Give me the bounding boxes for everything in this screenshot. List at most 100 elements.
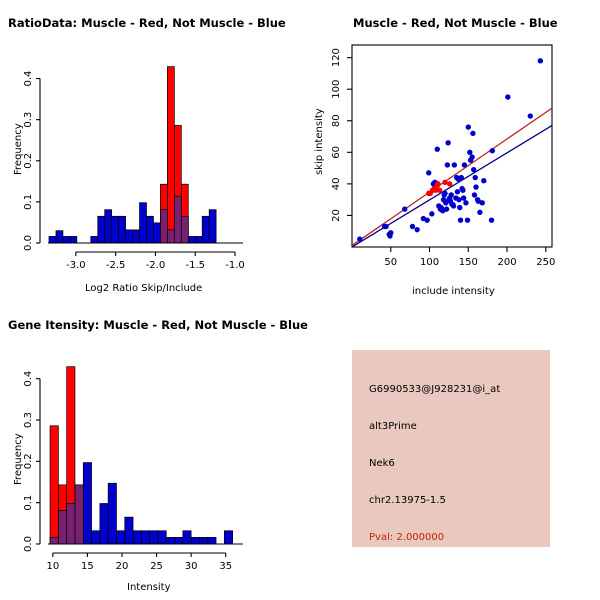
- hist-bar-not-muscle: [190, 537, 200, 545]
- hist-bar-not-muscle: [141, 530, 150, 545]
- scatter-point-not-muscle: [460, 195, 467, 201]
- intensity-scatter-xlabel: include intensity: [412, 286, 495, 297]
- hist-bar-not-muscle: [104, 209, 113, 244]
- y-tick-label: 0.3: [23, 112, 34, 128]
- hist-bar-not-muscle: [132, 229, 140, 244]
- fit-line-muscle-fit: [352, 107, 552, 246]
- y-tick-label: 20: [331, 209, 342, 222]
- intensity-scatter-plot: 50 100 150 200 250 20 40 60 80 100 120: [331, 44, 555, 268]
- ratio-histogram-plot: 0.0 0.1 0.2 0.3 0.4 -3.0 -2.5 -2.0 -1.5 -1.0: [23, 66, 245, 271]
- scatter-point-not-muscle: [488, 217, 495, 223]
- scatter-point-not-muscle: [479, 200, 485, 206]
- plot-inner: [352, 58, 552, 247]
- scatter-point-not-muscle: [537, 58, 544, 64]
- hist-bar-not-muscle: [82, 462, 92, 545]
- y-tick-label: 0.3: [23, 412, 34, 428]
- scatter-point-not-muscle: [458, 174, 465, 181]
- x-tick-label: 10: [46, 561, 59, 572]
- hist-bar-not-muscle: [207, 537, 217, 545]
- plot-frame: [351, 44, 553, 248]
- gene-histogram-xlabel: Intensity: [127, 582, 171, 593]
- x-tick-label: 250: [536, 257, 555, 268]
- scatter-point-not-muscle: [471, 166, 477, 173]
- scatter-point-not-muscle: [402, 206, 408, 212]
- scatter-point-not-muscle: [429, 211, 435, 217]
- scatter-point-not-muscle: [448, 192, 454, 198]
- info-pval: Pval: 2.000000: [369, 532, 445, 543]
- y-tick-label: 60: [331, 146, 342, 159]
- scatter-point-not-muscle: [505, 94, 511, 100]
- hist-bar-not-muscle: [111, 215, 119, 244]
- hist-bar-overlap: [160, 209, 168, 244]
- info-event-type: alt3Prime: [369, 421, 417, 432]
- scatter-point-muscle: [446, 181, 453, 187]
- x-tick-label: -3.0: [66, 260, 86, 271]
- hist-bar-not-muscle: [174, 537, 184, 545]
- scatter-point-not-muscle: [469, 154, 475, 160]
- hist-bar-overlap: [74, 484, 84, 545]
- hist-bar-not-muscle: [187, 236, 196, 244]
- gene-histogram-title: Gene Itensity: Muscle - Red, Not Muscle …: [8, 318, 308, 332]
- scatter-point-muscle: [435, 181, 441, 187]
- y-tick-label: 80: [331, 114, 342, 127]
- hist-bar-not-muscle: [149, 530, 159, 545]
- hist-bar-muscle: [49, 425, 59, 545]
- scatter-point-not-muscle: [464, 217, 471, 223]
- svg-ratio-bars: [48, 66, 217, 244]
- hist-bar-not-muscle: [208, 209, 217, 244]
- x-tick-label: 20: [116, 561, 129, 572]
- x-tick-label: 35: [219, 561, 232, 572]
- hist-bar-overlap: [49, 537, 59, 545]
- x-tick-label: -2.0: [146, 260, 166, 271]
- x-tick-label: -2.5: [106, 260, 126, 271]
- hist-bar-not-muscle: [124, 516, 134, 545]
- hist-bar-not-muscle: [62, 236, 71, 244]
- scatter-point-not-muscle: [465, 124, 471, 130]
- hist-bar-not-muscle: [91, 530, 101, 545]
- scatter-point-not-muscle: [457, 204, 463, 211]
- scatter-point-not-muscle: [444, 162, 451, 168]
- scatter-point-not-muscle: [489, 148, 496, 154]
- hist-bar-not-muscle: [199, 537, 209, 545]
- hist-bar-not-muscle: [157, 530, 167, 545]
- scatter-point-not-muscle: [456, 196, 462, 203]
- scatter-point-not-muscle: [527, 113, 533, 119]
- info-locus: chr2.13975-1.5: [369, 495, 446, 506]
- hist-bar-overlap: [66, 503, 76, 545]
- scatter-point-not-muscle: [457, 217, 464, 223]
- ratio-histogram-ylabel: Frequency: [13, 123, 24, 175]
- scatter-point-not-muscle: [481, 178, 487, 184]
- y-tick-label: 40: [331, 178, 342, 191]
- hist-bar-not-muscle: [55, 230, 64, 244]
- scatter-point-not-muscle: [383, 223, 389, 230]
- hist-bar-not-muscle: [153, 222, 161, 244]
- y-tick-label: 100: [331, 80, 342, 99]
- x-tick-label: 15: [81, 561, 94, 572]
- info-probe-id: G6990533@J928231@i_at: [369, 384, 501, 395]
- hist-bar-not-muscle: [118, 215, 126, 244]
- scatter-point-not-muscle: [426, 170, 432, 176]
- scatter-point-not-muscle: [388, 230, 394, 236]
- hist-bar-not-muscle: [99, 503, 109, 545]
- scatter-point-not-muscle: [463, 200, 469, 206]
- gene-info-panel: G6990533@J928231@i_at alt3Prime Nek6 chr…: [352, 350, 550, 547]
- scatter-point-muscle: [433, 187, 439, 193]
- hist-bar-overlap: [167, 229, 175, 244]
- intensity-scatter-title: Muscle - Red, Not Muscle - Blue: [353, 16, 558, 30]
- y-tick-label: 0.0: [23, 235, 34, 251]
- scatter-point-muscle: [442, 179, 448, 185]
- ratio-histogram-panel: RatioData: Muscle - Red, Not Muscle - Bl…: [0, 0, 300, 300]
- y-tick-label: 0.1: [23, 495, 34, 511]
- scatter-point-not-muscle: [414, 226, 420, 233]
- x-tick-label: -1.5: [185, 260, 205, 271]
- x-tick-label: -1.0: [225, 260, 245, 271]
- gene-histogram-plot: 0.0 0.1 0.2 0.3 0.4 10 15 20 25 30 35: [23, 366, 243, 572]
- hist-bar-not-muscle: [97, 215, 106, 244]
- hist-bar-not-muscle: [48, 236, 57, 244]
- y-tick-label: 0.1: [23, 194, 34, 210]
- scatter-point-not-muscle: [409, 223, 416, 230]
- scatter-point-not-muscle: [454, 189, 461, 195]
- intensity-scatter-panel: Muscle - Red, Not Muscle - Blue 50 100 150…: [300, 0, 600, 300]
- x-tick-label: 30: [185, 561, 198, 572]
- hist-bar-not-muscle: [165, 537, 175, 545]
